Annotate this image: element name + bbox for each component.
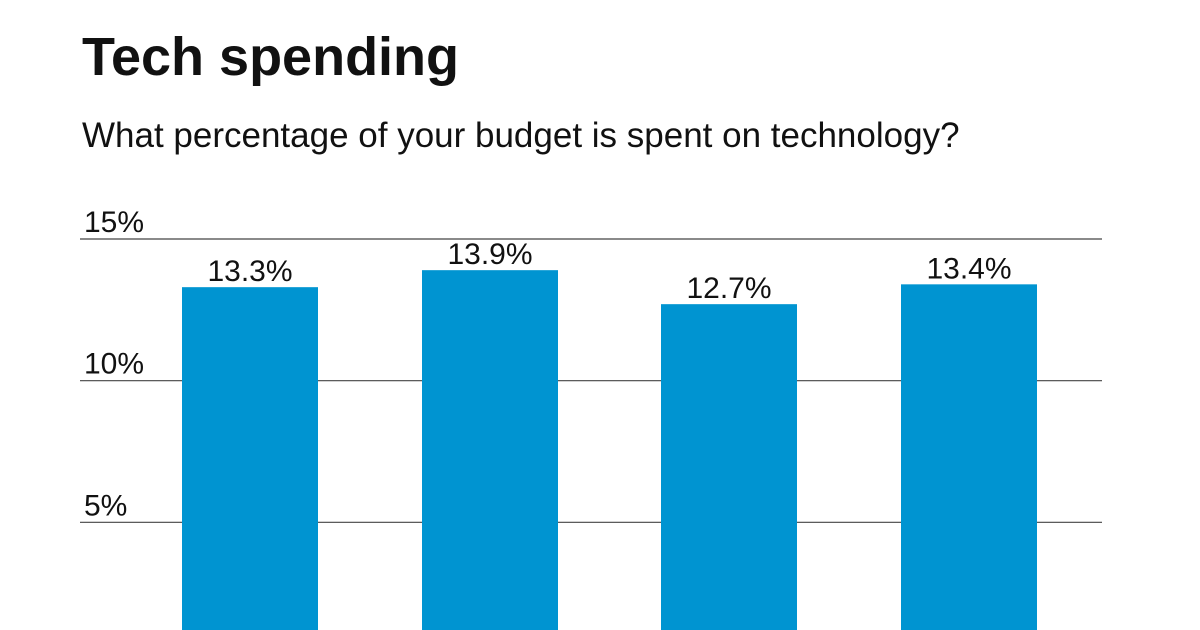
y-tick-label: 15% [84,206,144,239]
bar-value-label: 13.4% [926,252,1011,285]
y-tick-label: 5% [84,489,127,522]
bar-value-label: 12.7% [686,272,771,305]
y-tick-labels: 5% 10% 15% [84,206,144,522]
chart-title: Tech spending [82,27,460,87]
bars [182,270,1037,630]
bar-value-label: 13.3% [207,255,292,288]
bar-value-label: 13.9% [447,238,532,271]
bar [182,287,318,630]
bar-value-labels: 13.3% 13.9% 12.7% 13.4% [207,238,1011,305]
chart-subtitle: What percentage of your budget is spent … [82,116,960,155]
bar [422,270,558,630]
y-tick-label: 10% [84,348,144,381]
bar [661,304,797,630]
bar [901,284,1037,630]
